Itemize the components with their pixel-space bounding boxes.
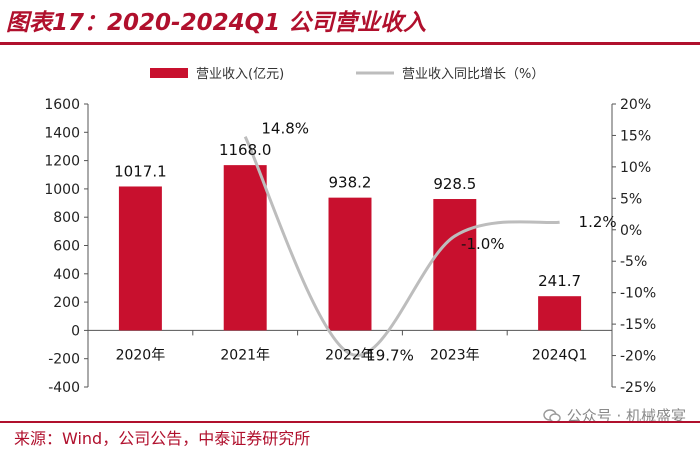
left-tick-label: 1000 xyxy=(44,182,80,198)
bar-data-label: 241.7 xyxy=(538,272,581,290)
revenue-chart: -400 -200 0 200 400 600 800 1000 1200 1400 1600 -25… xyxy=(44,67,656,396)
left-tick-label: 1400 xyxy=(44,125,80,141)
legend-swatch-bar xyxy=(150,68,188,78)
bar-data-label: 1017.1 xyxy=(114,162,167,180)
watermark: 公众号 · 机械盛宴 xyxy=(542,405,686,426)
right-tick-label: 15% xyxy=(620,128,651,144)
line-data-label: 14.8% xyxy=(261,120,309,138)
bar-revenue xyxy=(118,186,162,331)
category-label: 2021年 xyxy=(220,347,270,363)
left-tick-label: 200 xyxy=(53,295,80,311)
bar-revenue xyxy=(223,165,267,331)
right-tick-label: 5% xyxy=(620,191,642,207)
right-tick-label: 10% xyxy=(620,160,651,176)
category-label: 2024Q1 xyxy=(532,347,588,363)
bar-revenue xyxy=(433,199,477,331)
source-note: 来源：Wind，公司公告，中泰证券研究所 xyxy=(14,429,311,448)
right-tick-label: -15% xyxy=(620,317,656,333)
legend-label-bar: 营业收入(亿元) xyxy=(196,67,284,82)
left-tick-label: 600 xyxy=(53,239,80,255)
category-label: 2020年 xyxy=(116,347,166,363)
bar-data-label: 1168.0 xyxy=(219,141,272,159)
bar-data-label: 938.2 xyxy=(329,174,372,192)
right-tick-label: -25% xyxy=(620,380,656,396)
bar-revenue xyxy=(538,296,582,331)
line-data-label: 19.7% xyxy=(366,347,414,365)
right-tick-label: 20% xyxy=(620,97,651,113)
left-tick-label: 1200 xyxy=(44,154,80,170)
chart-title: 图表17：2020-2024Q1 公司营业收入 xyxy=(6,10,427,36)
bar-data-label: 928.5 xyxy=(433,175,476,193)
watermark-text: 公众号 · 机械盛宴 xyxy=(566,407,686,425)
line-data-label: -1.0% xyxy=(461,235,505,253)
line-data-label: 1.2% xyxy=(579,213,617,231)
legend-label-line: 营业收入同比增长（%） xyxy=(402,67,544,82)
category-label: 2022年 xyxy=(325,347,375,363)
title-divider xyxy=(0,42,700,45)
bar-revenue xyxy=(328,197,372,331)
left-tick-label: 1600 xyxy=(44,97,80,113)
left-tick-label: -400 xyxy=(48,380,80,396)
right-tick-label: -10% xyxy=(620,286,656,302)
category-label: 2023年 xyxy=(430,347,480,363)
right-tick-label: -20% xyxy=(620,349,656,365)
left-tick-label: 800 xyxy=(53,210,80,226)
growth-line xyxy=(243,136,560,357)
right-tick-label: 0% xyxy=(620,223,642,239)
source-divider xyxy=(0,421,700,423)
left-tick-label: 400 xyxy=(53,267,80,283)
left-tick-label: 0 xyxy=(71,323,80,339)
right-tick-label: -5% xyxy=(620,254,647,270)
left-tick-label: -200 xyxy=(48,352,80,368)
